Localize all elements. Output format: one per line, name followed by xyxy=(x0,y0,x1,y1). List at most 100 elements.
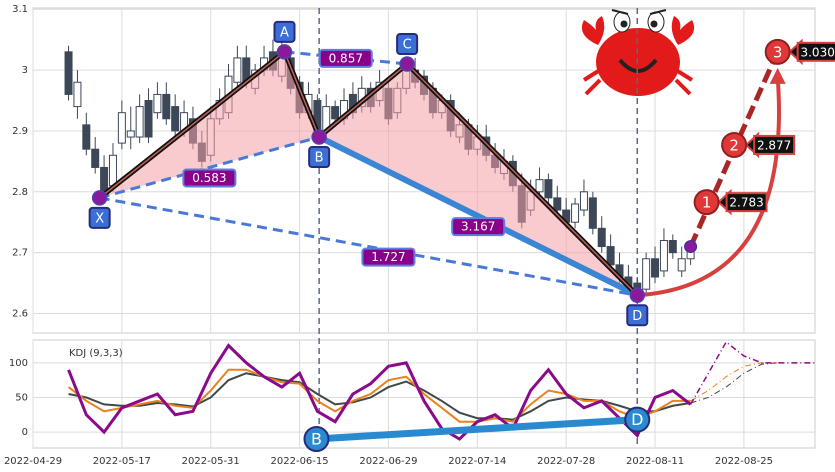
candle-body xyxy=(642,258,651,290)
candle-body xyxy=(108,154,117,187)
pattern-fill xyxy=(99,51,320,198)
kdj-line xyxy=(689,340,815,405)
point-box xyxy=(273,20,296,43)
point-label: X xyxy=(95,211,104,226)
x-tick-label: 2022-07-14 xyxy=(448,456,506,467)
projection-index: 1 xyxy=(702,194,712,212)
last-price xyxy=(684,240,698,254)
candle-body xyxy=(553,197,562,211)
kdj-line xyxy=(690,362,780,402)
divergence-point xyxy=(303,426,330,452)
point-label: A xyxy=(280,25,289,40)
divergence-line xyxy=(316,416,638,443)
pattern-point xyxy=(629,287,646,304)
point-box xyxy=(396,32,419,55)
candle-body xyxy=(91,148,100,168)
x-tick-label: 2022-06-15 xyxy=(271,456,329,467)
candle-body xyxy=(126,130,135,138)
y-tick-label: 2.9 xyxy=(12,126,28,137)
x-tick-label: 2022-04-29 xyxy=(4,456,62,467)
pattern-point xyxy=(91,190,108,206)
ratio-line xyxy=(284,50,408,66)
pattern-fill xyxy=(319,63,638,296)
pattern-point xyxy=(276,44,293,60)
candle-body xyxy=(588,197,597,229)
point-label: D xyxy=(632,309,642,324)
ratio-line xyxy=(99,135,320,200)
projection-point xyxy=(764,38,791,65)
y-tick-label: 100 xyxy=(9,358,28,369)
ratio-box xyxy=(451,217,506,237)
ratio-label: 0.583 xyxy=(192,171,226,185)
pattern-leg xyxy=(318,63,408,138)
point-label: B xyxy=(315,151,324,166)
projection-value: 2.877 xyxy=(757,138,791,152)
pattern-leg xyxy=(406,63,638,296)
ratio-box xyxy=(318,48,373,68)
y-tick-label: 2.8 xyxy=(12,187,28,198)
pattern-leg xyxy=(283,51,320,138)
y-tick-label: 0 xyxy=(22,427,28,438)
candle-body xyxy=(171,106,180,132)
x-tick-label: 2022-06-29 xyxy=(359,456,417,467)
y-tick-label: 50 xyxy=(15,392,28,403)
projection-value: 3.030 xyxy=(800,45,834,59)
x-tick-label: 2022-05-17 xyxy=(93,456,151,467)
candle-body xyxy=(606,246,615,266)
divergence-label: B xyxy=(311,430,322,449)
ratio-line xyxy=(99,196,638,297)
candle-body xyxy=(651,258,660,278)
candle-body xyxy=(73,81,82,108)
ratio-line xyxy=(317,134,639,298)
candle-body xyxy=(331,106,340,120)
callout-box xyxy=(725,192,768,213)
candle-body xyxy=(117,112,126,144)
projection-index: 2 xyxy=(729,136,739,154)
candle-body xyxy=(544,179,553,199)
x-tick-label: 2022-05-31 xyxy=(182,456,240,467)
point-box xyxy=(626,304,649,327)
callout-box xyxy=(796,41,835,62)
candle-body xyxy=(571,203,580,223)
y-tick-label: 2.7 xyxy=(12,248,28,259)
candle-body xyxy=(668,239,677,254)
callout-box xyxy=(753,134,796,155)
ratio-box xyxy=(361,247,416,267)
candle-body xyxy=(135,106,144,138)
candle-body xyxy=(233,57,242,83)
kdj-title: KDJ (9,3,3) xyxy=(69,348,123,359)
ratio-label: 0.857 xyxy=(329,51,363,65)
x-tick-label: 2022-08-11 xyxy=(626,456,684,467)
point-label: C xyxy=(403,37,412,52)
ratio-label: 1.727 xyxy=(371,250,405,264)
candle-body xyxy=(677,258,686,272)
y-tick-label: 3.1 xyxy=(12,4,28,15)
divergence-point xyxy=(624,406,651,433)
candle-body xyxy=(100,166,109,193)
candle-body xyxy=(153,93,162,114)
projection-value: 2.783 xyxy=(729,196,763,210)
candle-body xyxy=(82,124,91,150)
candle-body xyxy=(162,93,171,120)
projection-curve xyxy=(637,76,781,298)
point-box xyxy=(308,146,331,169)
candle-body xyxy=(144,100,153,138)
kdj-line xyxy=(690,362,780,404)
projection-index: 3 xyxy=(773,43,783,61)
ratio-box xyxy=(182,168,237,188)
y-tick-label: 2.6 xyxy=(12,309,28,320)
kdj-line xyxy=(67,343,692,441)
candle-body xyxy=(64,51,73,95)
projection-point xyxy=(721,131,748,158)
ratio-label: 3.167 xyxy=(461,220,495,234)
point-box xyxy=(88,206,111,229)
candle-body xyxy=(597,227,606,248)
projection-point xyxy=(693,189,720,216)
kdj-line xyxy=(67,368,691,423)
pattern-leg xyxy=(99,51,285,199)
y-tick-label: 3 xyxy=(22,65,28,76)
pattern-point xyxy=(399,56,415,72)
x-tick-label: 2022-08-25 xyxy=(715,456,773,467)
pattern-point xyxy=(311,129,327,145)
